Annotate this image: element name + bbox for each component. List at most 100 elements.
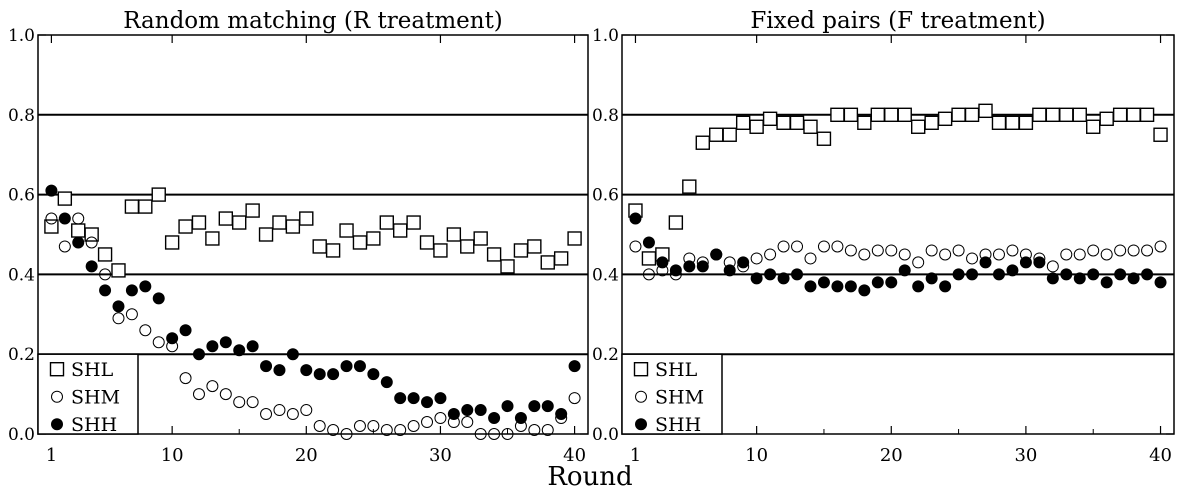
data-point bbox=[218, 211, 234, 226]
data-point bbox=[1087, 268, 1100, 281]
data-point bbox=[1126, 107, 1141, 123]
legend-marker bbox=[49, 362, 65, 377]
chart-title: Random matching (R treatment) bbox=[123, 8, 503, 34]
legend-marker bbox=[51, 390, 63, 403]
data-point bbox=[750, 252, 763, 265]
data-point bbox=[871, 276, 884, 289]
x-tick-label: 40 bbox=[563, 445, 586, 466]
data-point bbox=[367, 368, 380, 381]
data-point bbox=[1114, 268, 1127, 281]
data-point bbox=[1114, 244, 1127, 257]
data-point bbox=[339, 223, 354, 238]
data-point bbox=[406, 215, 421, 230]
data-point bbox=[858, 248, 871, 261]
data-point bbox=[313, 368, 326, 381]
x-tick-label: 1 bbox=[46, 445, 57, 466]
data-point bbox=[669, 264, 682, 277]
legend: SHL SHM SHH bbox=[37, 353, 139, 436]
data-point bbox=[486, 247, 502, 262]
data-point bbox=[568, 360, 581, 373]
data-point bbox=[394, 424, 407, 437]
data-point bbox=[352, 235, 368, 250]
data-point bbox=[327, 368, 340, 381]
data-point bbox=[233, 396, 246, 409]
data-point bbox=[488, 428, 501, 440]
data-point bbox=[540, 255, 555, 270]
data-point bbox=[1032, 107, 1047, 123]
data-point bbox=[178, 219, 193, 234]
data-point bbox=[151, 187, 166, 202]
data-point bbox=[461, 404, 474, 417]
data-point bbox=[1153, 127, 1168, 142]
data-point bbox=[656, 256, 669, 269]
data-point bbox=[910, 119, 926, 134]
data-point bbox=[1006, 244, 1019, 257]
chart-title: Fixed pairs (F treatment) bbox=[750, 8, 1045, 34]
data-point bbox=[979, 256, 992, 269]
data-point bbox=[112, 300, 125, 313]
legend-label: SHL bbox=[655, 359, 698, 381]
data-point bbox=[99, 268, 112, 281]
data-point bbox=[273, 404, 286, 417]
x-tick-label: 20 bbox=[295, 445, 318, 466]
y-tick-label: 0.4 bbox=[592, 265, 619, 285]
data-point bbox=[300, 404, 313, 417]
data-point bbox=[831, 280, 844, 293]
data-point bbox=[138, 199, 153, 214]
data-point bbox=[749, 119, 764, 134]
data-point bbox=[299, 211, 314, 226]
data-point bbox=[1073, 272, 1086, 285]
data-point bbox=[1006, 264, 1019, 277]
data-point bbox=[777, 240, 790, 253]
y-tick-label: 0.6 bbox=[592, 186, 619, 206]
x-axis-label: Round bbox=[547, 462, 632, 491]
legend-label: SHM bbox=[655, 387, 704, 409]
data-point bbox=[750, 272, 763, 285]
data-point bbox=[964, 107, 980, 123]
data-point bbox=[97, 247, 113, 262]
legend-label: SHH bbox=[655, 414, 701, 436]
data-point bbox=[528, 424, 541, 437]
series-shh bbox=[629, 212, 1167, 297]
data-point bbox=[642, 268, 655, 281]
y-tick-label: 0.8 bbox=[592, 106, 619, 126]
data-point bbox=[353, 360, 366, 373]
data-point bbox=[111, 263, 126, 278]
data-point bbox=[219, 388, 232, 401]
data-point bbox=[884, 107, 899, 123]
data-point bbox=[682, 179, 697, 194]
data-point bbox=[379, 215, 394, 230]
data-point bbox=[1018, 115, 1034, 130]
data-point bbox=[313, 420, 326, 433]
data-point bbox=[791, 268, 804, 281]
data-point bbox=[407, 420, 420, 433]
data-point bbox=[45, 184, 58, 197]
data-point bbox=[392, 223, 408, 238]
data-point bbox=[1127, 272, 1140, 285]
data-point bbox=[152, 292, 165, 305]
data-point bbox=[421, 396, 434, 409]
data-point bbox=[380, 424, 393, 437]
panel-fixed-pairs: Fixed pairs (F treatment) 0.0 0.2 0.4 0.6 0.8… bbox=[592, 8, 1175, 466]
data-point bbox=[57, 191, 73, 206]
data-point bbox=[245, 203, 260, 218]
legend: SHL SHM SHH bbox=[621, 353, 723, 436]
data-point bbox=[139, 280, 152, 293]
data-point bbox=[939, 248, 952, 261]
data-point bbox=[152, 336, 165, 349]
data-point bbox=[232, 215, 247, 230]
legend-marker bbox=[635, 418, 647, 431]
plot-frame bbox=[37, 34, 589, 435]
data-point bbox=[327, 424, 340, 437]
legend-marker bbox=[635, 390, 647, 403]
legend-label: SHL bbox=[71, 359, 114, 381]
data-point bbox=[1046, 260, 1059, 273]
data-point bbox=[366, 231, 381, 246]
data-point bbox=[179, 324, 192, 337]
data-point bbox=[1059, 107, 1074, 123]
data-point bbox=[191, 215, 207, 230]
data-point bbox=[777, 272, 790, 285]
data-point bbox=[1127, 244, 1140, 257]
data-point bbox=[764, 268, 777, 281]
